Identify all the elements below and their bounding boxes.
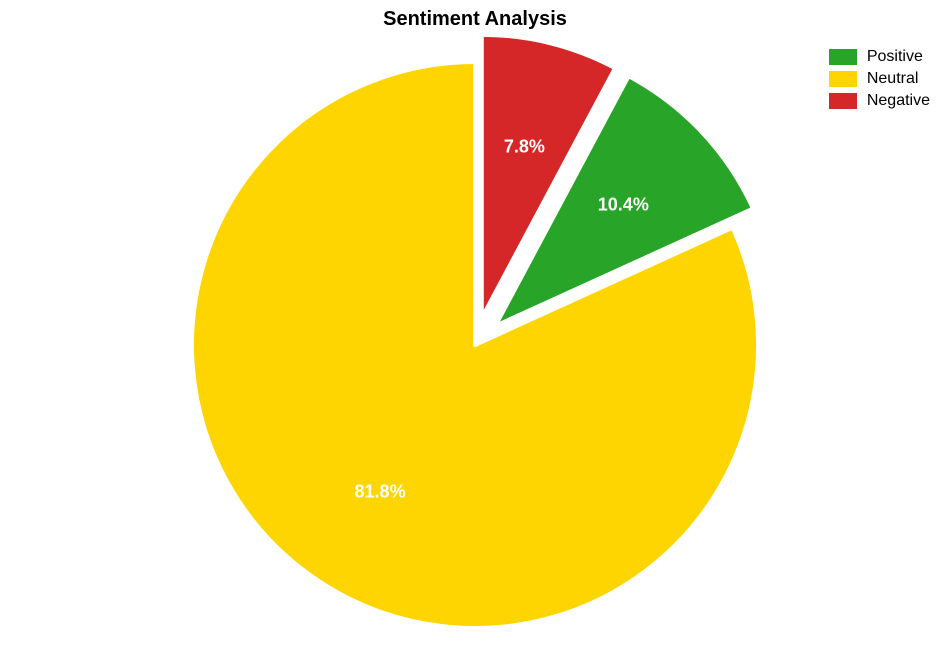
pie-label-positive: 10.4% <box>598 194 649 214</box>
legend-label-positive: Positive <box>867 48 923 66</box>
legend-label-negative: Negative <box>867 92 930 110</box>
legend-label-neutral: Neutral <box>867 70 919 88</box>
legend-swatch-neutral <box>829 71 857 87</box>
pie-svg: 81.8% 10.4% 7.8% <box>0 0 950 662</box>
legend-swatch-negative <box>829 93 857 109</box>
legend-swatch-positive <box>829 49 857 65</box>
pie-label-neutral: 81.8% <box>355 481 406 501</box>
legend-item-negative: Negative <box>829 92 930 110</box>
legend: Positive Neutral Negative <box>829 48 930 114</box>
sentiment-pie-chart: Sentiment Analysis 81.8%10.4%7.8% Positi… <box>0 0 950 662</box>
pie-label-negative: 7.8% <box>504 136 545 156</box>
legend-item-positive: Positive <box>829 48 930 66</box>
legend-item-neutral: Neutral <box>829 70 930 88</box>
